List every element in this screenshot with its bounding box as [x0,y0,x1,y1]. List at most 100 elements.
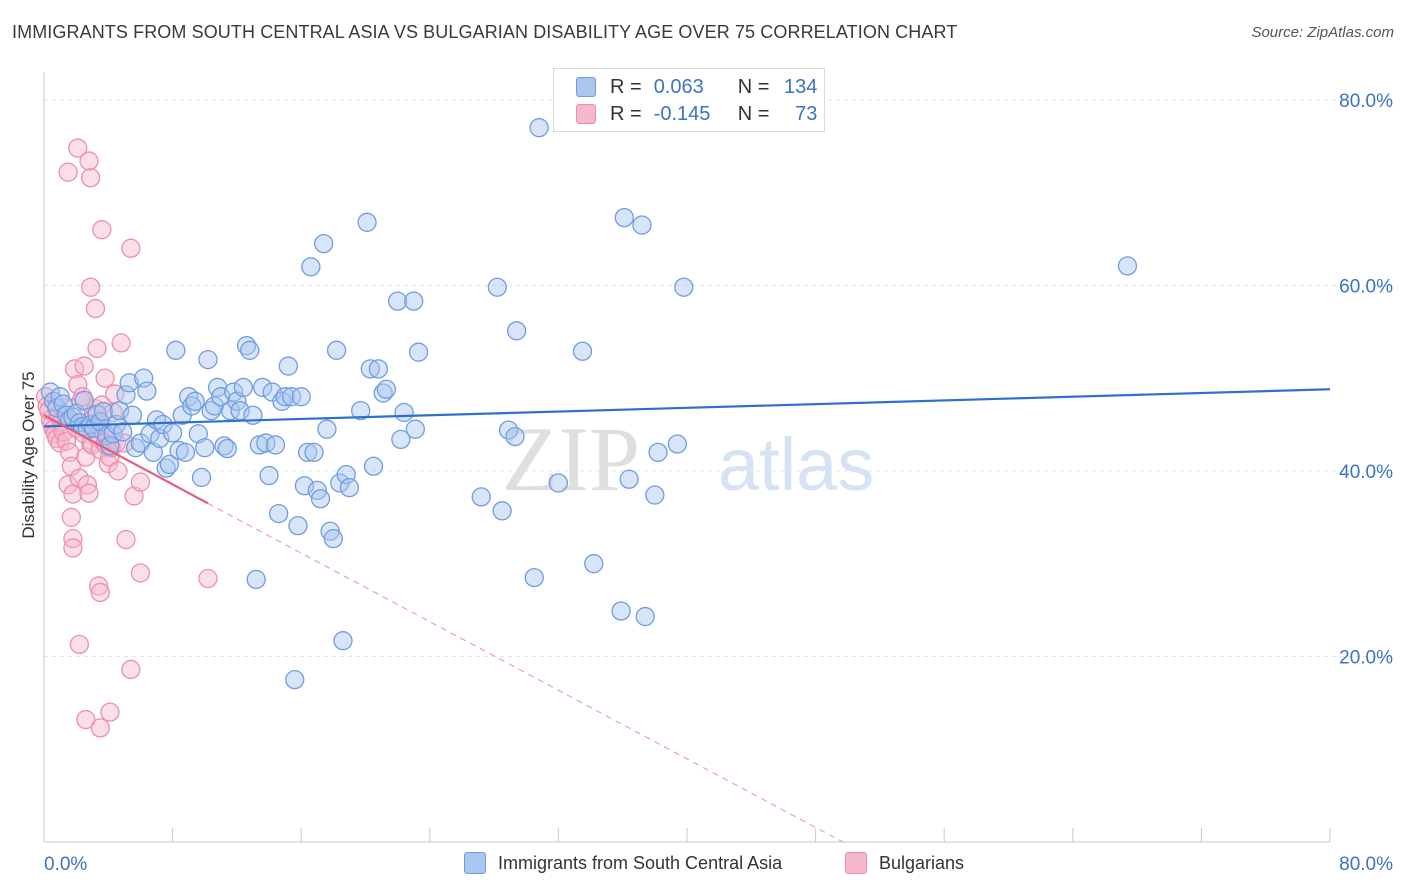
scatter-point [233,377,253,398]
axes [43,72,1331,843]
legend-r-label: R = [610,102,642,125]
legend-swatch-blue [576,77,596,97]
gridlines [44,99,1392,657]
scatter-point [85,298,106,319]
scatter-point [572,341,593,361]
scatter-point [363,456,384,476]
legend-r-label: R = [610,75,642,98]
scatter-point [333,631,353,651]
legend-n-value: 134 [784,75,818,98]
scatter-point [368,359,389,379]
watermark-zip: ZIP [502,408,640,510]
watermark-atlas: atlas [718,423,874,506]
scatter-point [76,709,96,730]
legend-swatch-pink [576,104,596,124]
scatter-point [632,215,652,235]
legend-swatch-blue [464,852,486,874]
scatter-point [116,385,136,405]
scatter-point [275,387,295,407]
scatter-point [645,485,665,505]
scatter-point [394,402,414,423]
trend-extension-bulgarians [207,502,844,843]
scatter-point [674,277,694,297]
scatter-point [122,405,143,425]
axis-labels: 20.0% 40.0% 60.0% 80.0% 0.0% 80.0% Disability … [19,91,1393,875]
scatter-point [408,342,429,362]
scatter-point [487,277,507,297]
scatter-point [265,435,286,455]
scatter-point [185,391,205,411]
x-tick-label-min: 0.0% [44,854,87,875]
scatter-point [195,438,215,458]
scatter-point [326,340,347,360]
scatter-point [648,442,668,463]
scatter-point [619,469,639,489]
y-tick-label: 80.0% [1339,91,1393,112]
scatter-point [95,368,115,388]
series-south-central-asia [40,118,1138,690]
scatter-point [339,477,360,498]
series-legend: Immigrants from South Central Asia Bulga… [0,852,1406,878]
scatter-point [297,442,318,463]
scatter-point [162,423,183,443]
legend-item-bulgarians[interactable]: Bulgarians [845,852,964,874]
scatter-point [116,529,136,550]
scatter-point [58,475,78,495]
y-tick-label: 60.0% [1339,276,1393,297]
scatter-point [80,277,101,297]
scatter-point [387,291,408,311]
scatter-point [548,473,569,493]
scatter-point [1117,256,1138,276]
scatter-point [63,538,83,558]
scatter-point [524,567,544,588]
scatter-point [314,233,334,254]
legend-r-value: -0.145 [653,102,711,125]
legend-item-immigrants[interactable]: Immigrants from South Central Asia [464,852,782,874]
scatter-point [256,433,276,453]
scatter-point [317,419,337,439]
scatter-point [304,442,324,463]
correlation-legend: R = 0.063 N = 134 R = -0.145 N = 73 [553,68,825,132]
scatter-point [56,431,77,451]
legend-swatch-pink [845,852,867,874]
trend-lines [43,388,1331,843]
y-tick-label: 20.0% [1339,647,1393,668]
scatter-point [252,377,273,398]
scatter-point [69,634,90,655]
scatter-point [529,118,549,138]
scatter-point [614,208,634,228]
scatter-point [288,516,308,536]
scatter-point [113,422,133,442]
scatter-point [269,503,289,524]
scatter-point [100,702,120,722]
scatter-point [259,465,279,486]
scatter-point [111,333,131,353]
scatter-point [217,439,237,459]
scatter-point [373,383,393,403]
scatter-point [87,338,107,359]
trend-line-bulgarians [43,414,209,505]
scatter-point [80,168,101,188]
scatter-point [505,426,525,447]
scatter-point [291,387,311,407]
scatter-point [285,670,305,690]
watermark: ZIP atlas [502,408,874,510]
scatter-point [156,458,176,478]
scatter-point [584,554,604,574]
scatter-point [278,356,298,376]
scatter-point [191,467,212,488]
scatter-point [90,582,110,603]
scatter-point [357,212,377,232]
scatter-point [310,489,331,509]
scatter-point [198,568,218,589]
legend-row-immigrants: R = 0.063 N = 134 [576,75,817,99]
scatter-point [376,379,397,399]
scatter-point [130,472,151,492]
scatter-point [61,507,81,527]
scatter-point [119,373,139,393]
y-tick-label: 40.0% [1339,462,1393,483]
scatter-point [93,401,114,422]
source-label: Source: ZipAtlas.com [1251,24,1394,41]
scatter-point [635,606,655,627]
